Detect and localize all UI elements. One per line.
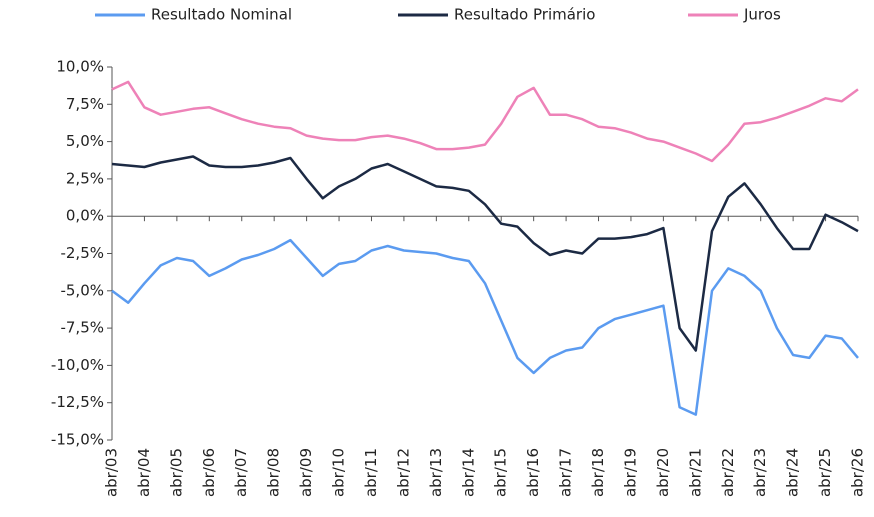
line-series	[111, 155, 859, 352]
y-tick-label: -7,5%	[60, 319, 104, 337]
x-tick-label: abr/07	[232, 448, 250, 497]
x-tick-label: abr/25	[816, 448, 834, 497]
y-tick-label: 10,0%	[56, 58, 104, 76]
x-tick-label: abr/06	[200, 448, 218, 497]
x-tick-label: abr/17	[557, 448, 575, 497]
y-tick-label: -5,0%	[60, 281, 104, 299]
legend-label: Juros	[743, 6, 781, 24]
x-tick-label: abr/03	[103, 448, 121, 497]
y-tick-label: 2,5%	[66, 169, 104, 187]
y-tick-label: -15,0%	[51, 431, 104, 449]
y-tick-label: -12,5%	[51, 393, 104, 411]
legend-label: Resultado Primário	[454, 6, 595, 24]
x-tick-label: abr/09	[297, 448, 315, 497]
legend-label: Resultado Nominal	[151, 6, 292, 24]
x-tick-label: abr/18	[589, 448, 607, 497]
line-series	[111, 238, 859, 416]
x-tick-label: abr/15	[492, 448, 510, 497]
x-tick-label: abr/08	[265, 448, 283, 497]
x-tick-label: abr/26	[849, 448, 867, 497]
x-tick-label: abr/22	[719, 448, 737, 497]
x-tick-label: abr/05	[167, 448, 185, 497]
x-tick-label: abr/04	[135, 448, 153, 497]
y-tick-label: -2,5%	[60, 244, 104, 262]
x-tick-label: abr/20	[654, 448, 672, 497]
y-tick-label: -10,0%	[51, 356, 104, 374]
y-tick-label: 7,5%	[66, 95, 104, 113]
x-tick-label: abr/10	[330, 448, 348, 497]
x-tick-label: abr/19	[621, 448, 639, 497]
y-tick-label: 0,0%	[66, 207, 104, 225]
x-tick-label: abr/23	[751, 448, 769, 497]
x-tick-label: abr/16	[524, 448, 542, 497]
y-tick-label: 5,0%	[66, 132, 104, 150]
x-tick-label: abr/12	[394, 448, 412, 497]
x-tick-label: abr/14	[459, 448, 477, 497]
line-series	[111, 80, 859, 163]
x-tick-label: abr/21	[686, 448, 704, 497]
x-tick-label: abr/24	[784, 448, 802, 497]
x-tick-label: abr/13	[427, 448, 445, 497]
x-tick-label: abr/11	[362, 448, 380, 497]
